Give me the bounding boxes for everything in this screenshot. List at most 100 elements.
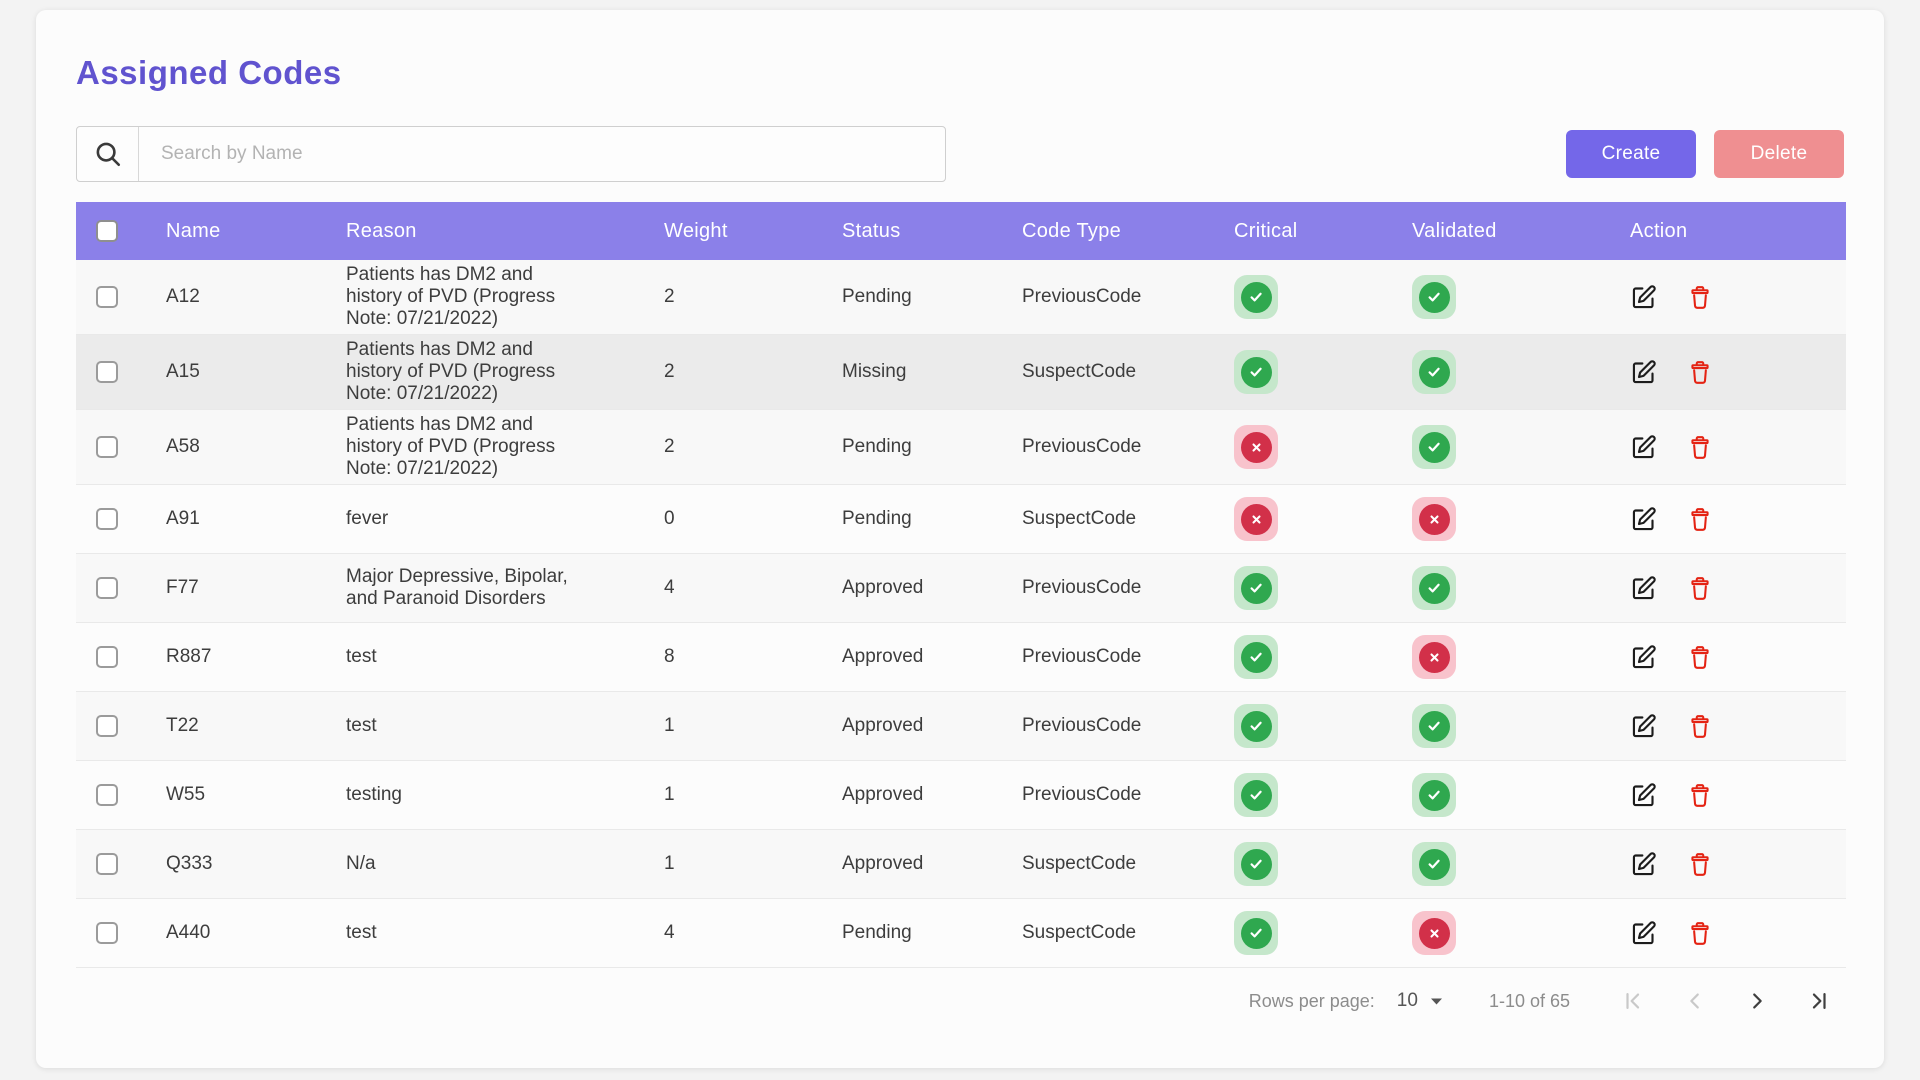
cell-reason: testing	[318, 761, 636, 830]
rows-per-page-select[interactable]: 10	[1397, 990, 1443, 1012]
cell-action	[1630, 575, 1846, 602]
cell-code-type: SuspectCode	[994, 830, 1206, 899]
check-icon	[1248, 925, 1264, 941]
edit-icon	[1630, 575, 1657, 602]
row-checkbox[interactable]	[96, 577, 118, 599]
column-header-reason: Reason	[318, 202, 636, 260]
cross-icon	[1249, 512, 1264, 527]
table-row: Q333 N/a 1 Approved SuspectCode	[76, 830, 1846, 899]
delete-row-button[interactable]	[1687, 359, 1713, 386]
critical-badge	[1234, 350, 1278, 394]
cell-status: Pending	[814, 260, 994, 335]
delete-button[interactable]: Delete	[1714, 130, 1844, 178]
validated-badge	[1412, 425, 1456, 469]
pagination-bar: Rows per page: 10 1-10 of 65	[76, 968, 1844, 1034]
trash-icon	[1687, 782, 1713, 809]
row-checkbox[interactable]	[96, 436, 118, 458]
delete-row-button[interactable]	[1687, 851, 1713, 878]
check-icon	[1248, 289, 1264, 305]
check-icon	[1426, 580, 1442, 596]
create-button[interactable]: Create	[1566, 130, 1696, 178]
delete-row-button[interactable]	[1687, 920, 1713, 947]
row-checkbox[interactable]	[96, 853, 118, 875]
check-icon	[1426, 856, 1442, 872]
cross-icon	[1427, 650, 1442, 665]
previous-page-icon	[1684, 990, 1706, 1012]
row-checkbox[interactable]	[96, 784, 118, 806]
first-page-button[interactable]	[1622, 990, 1644, 1012]
row-checkbox[interactable]	[96, 286, 118, 308]
cell-status: Approved	[814, 554, 994, 623]
edit-row-button[interactable]	[1630, 713, 1657, 740]
table-row: A12 Patients has DM2 and history of PVD …	[76, 260, 1846, 335]
validated-badge	[1412, 704, 1456, 748]
cell-reason: fever	[318, 485, 636, 554]
delete-row-button[interactable]	[1687, 713, 1713, 740]
delete-row-button[interactable]	[1687, 284, 1713, 311]
cell-status: Approved	[814, 830, 994, 899]
first-page-icon	[1622, 990, 1644, 1012]
edit-row-button[interactable]	[1630, 359, 1657, 386]
validated-badge	[1412, 275, 1456, 319]
critical-badge	[1234, 497, 1278, 541]
critical-badge	[1234, 635, 1278, 679]
cell-code-type: SuspectCode	[994, 485, 1206, 554]
check-icon	[1426, 289, 1442, 305]
validated-badge	[1412, 842, 1456, 886]
row-checkbox[interactable]	[96, 715, 118, 737]
row-checkbox[interactable]	[96, 922, 118, 944]
delete-row-button[interactable]	[1687, 782, 1713, 809]
cell-name: R887	[138, 623, 318, 692]
cross-icon	[1249, 440, 1264, 455]
cell-status: Missing	[814, 335, 994, 410]
next-page-icon	[1746, 990, 1768, 1012]
cell-weight: 8	[636, 623, 814, 692]
assigned-codes-table: Name Reason Weight Status Code Type Crit…	[76, 202, 1846, 968]
edit-row-button[interactable]	[1630, 575, 1657, 602]
cell-name: T22	[138, 692, 318, 761]
previous-page-button[interactable]	[1684, 990, 1706, 1012]
delete-row-button[interactable]	[1687, 644, 1713, 671]
cell-name: A58	[138, 410, 318, 485]
row-checkbox[interactable]	[96, 646, 118, 668]
cell-code-type: SuspectCode	[994, 899, 1206, 968]
check-icon	[1426, 364, 1442, 380]
edit-row-button[interactable]	[1630, 920, 1657, 947]
edit-icon	[1630, 434, 1657, 461]
row-checkbox[interactable]	[96, 361, 118, 383]
search-input[interactable]	[139, 127, 945, 181]
rows-per-page-label: Rows per page:	[1249, 991, 1375, 1012]
critical-badge	[1234, 566, 1278, 610]
trash-icon	[1687, 851, 1713, 878]
cell-status: Pending	[814, 899, 994, 968]
cell-action	[1630, 713, 1846, 740]
cell-name: A15	[138, 335, 318, 410]
column-header-status: Status	[814, 202, 994, 260]
edit-row-button[interactable]	[1630, 644, 1657, 671]
select-all-checkbox[interactable]	[96, 220, 118, 242]
edit-row-button[interactable]	[1630, 284, 1657, 311]
edit-row-button[interactable]	[1630, 851, 1657, 878]
check-icon	[1248, 787, 1264, 803]
cell-name: W55	[138, 761, 318, 830]
cell-action	[1630, 920, 1846, 947]
rows-per-page-value: 10	[1397, 990, 1418, 1012]
cell-action	[1630, 506, 1846, 533]
table-row: A91 fever 0 Pending SuspectCode	[76, 485, 1846, 554]
cell-status: Approved	[814, 761, 994, 830]
edit-icon	[1630, 920, 1657, 947]
cell-reason: test	[318, 899, 636, 968]
cell-code-type: PreviousCode	[994, 410, 1206, 485]
cell-name: A12	[138, 260, 318, 335]
row-checkbox[interactable]	[96, 508, 118, 530]
edit-row-button[interactable]	[1630, 506, 1657, 533]
delete-row-button[interactable]	[1687, 575, 1713, 602]
edit-row-button[interactable]	[1630, 782, 1657, 809]
edit-row-button[interactable]	[1630, 434, 1657, 461]
last-page-button[interactable]	[1808, 990, 1830, 1012]
delete-row-button[interactable]	[1687, 434, 1713, 461]
cell-weight: 4	[636, 899, 814, 968]
delete-row-button[interactable]	[1687, 506, 1713, 533]
next-page-button[interactable]	[1746, 990, 1768, 1012]
cell-weight: 4	[636, 554, 814, 623]
